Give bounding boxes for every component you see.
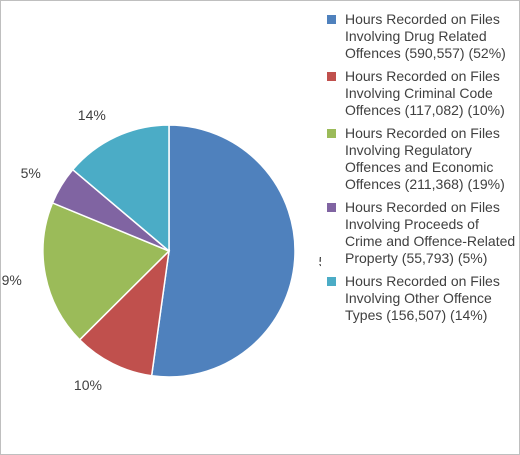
legend-label-regulatory: Hours Recorded on Files Involving Regula… xyxy=(345,125,505,192)
legend-swatch-drug xyxy=(327,15,336,24)
pie-slice-criminal-code xyxy=(78,248,171,377)
legend-item-criminal-code: Hours Recorded on Files Involving Crimin… xyxy=(327,68,517,119)
legend-label-criminal-code: Hours Recorded on Files Involving Crimin… xyxy=(345,68,505,118)
legend-item-drug: Hours Recorded on Files Involving Drug R… xyxy=(327,11,517,62)
legend-label-drug: Hours Recorded on Files Involving Drug R… xyxy=(345,11,506,61)
pie-chart: 52% 10% 19% 5% 14% xyxy=(1,107,321,393)
legend-swatch-criminal-code xyxy=(327,72,336,81)
legend-swatch-regulatory xyxy=(327,129,336,138)
pie-label-proceeds-of-crime: 5% xyxy=(21,165,41,181)
legend-swatch-other xyxy=(327,277,336,286)
legend-item-other: Hours Recorded on Files Involving Other … xyxy=(327,273,517,324)
legend-swatch-proceeds-of-crime xyxy=(327,203,336,212)
pie-slice-regulatory xyxy=(42,201,171,341)
legend-item-proceeds-of-crime: Hours Recorded on Files Involving Procee… xyxy=(327,199,517,267)
pie-label-criminal-code: 10% xyxy=(74,377,102,393)
legend: Hours Recorded on Files Involving Drug R… xyxy=(327,11,517,330)
pie-slice-other xyxy=(71,124,170,253)
pie-label-other: 14% xyxy=(78,107,106,123)
legend-label-other: Hours Recorded on Files Involving Other … xyxy=(345,273,500,323)
pie-label-regulatory: 19% xyxy=(1,272,22,288)
pie-label-drug: 52% xyxy=(319,253,321,269)
pie-slice-drug xyxy=(150,124,296,378)
legend-item-regulatory: Hours Recorded on Files Involving Regula… xyxy=(327,125,517,193)
legend-label-proceeds-of-crime: Hours Recorded on Files Involving Procee… xyxy=(345,199,516,266)
